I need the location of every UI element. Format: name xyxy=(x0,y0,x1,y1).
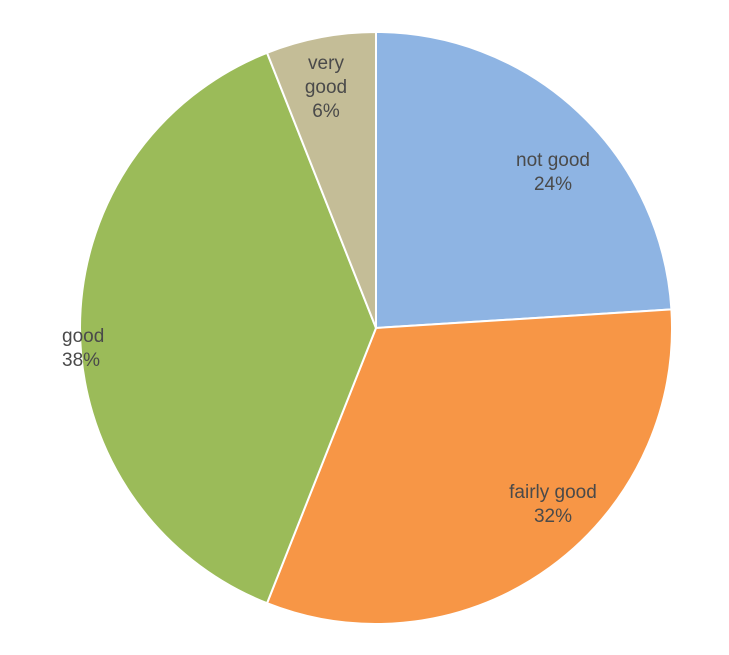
slice-percentage: 6% xyxy=(312,101,340,122)
slice-label-good: good 38% xyxy=(62,326,104,371)
slice-label-not-good: not good 24% xyxy=(516,150,590,195)
slice-percentage: 24% xyxy=(534,174,572,195)
pie-slice-very-good xyxy=(265,30,377,329)
slice-category: good xyxy=(62,326,104,347)
slice-category: very xyxy=(308,53,344,74)
slice-category: fairly good xyxy=(509,482,597,503)
pie-slice-fairly-good xyxy=(265,308,673,625)
slice-category: good xyxy=(305,77,347,98)
slice-label-fairly-good: fairly good 32% xyxy=(509,482,597,527)
pie-slices xyxy=(79,30,673,625)
pie-slice-not-good xyxy=(375,30,673,330)
slice-category: not good xyxy=(516,150,590,171)
slice-percentage: 32% xyxy=(534,506,572,527)
pie-labels: not good 24% fairly good 32% good 38% very good… xyxy=(62,53,597,527)
slice-label-very-good: very good 6% xyxy=(305,53,347,122)
slice-percentage: 38% xyxy=(62,350,100,371)
pie-slice-good xyxy=(79,51,378,605)
